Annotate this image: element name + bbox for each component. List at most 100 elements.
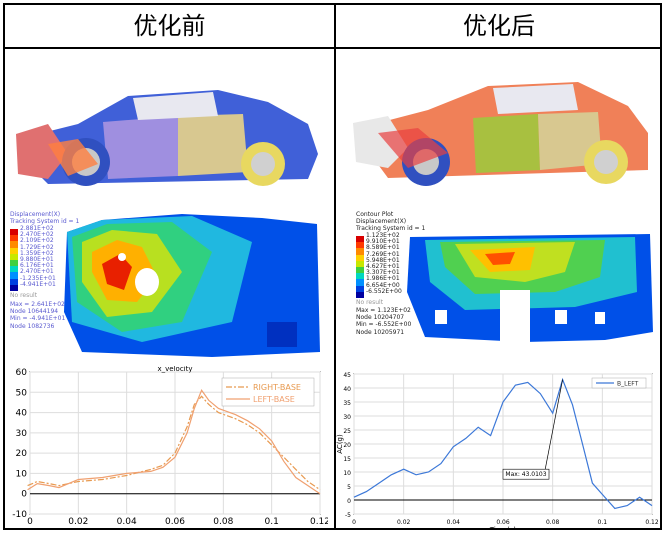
legend-level: -1.235E+01 — [20, 274, 56, 282]
y-tick-label: 10 — [16, 469, 28, 479]
left-no-result: No result — [10, 292, 38, 299]
y-tick-label: 30 — [16, 429, 28, 439]
colorbar-swatch — [10, 241, 18, 248]
legend-line: Tracking System id = 1 — [10, 218, 80, 226]
right-colorbar — [356, 236, 364, 298]
legend-footer-line: Min = -4.941E+01 — [10, 315, 66, 323]
x-tick-label: 0.08 — [546, 519, 560, 526]
colorbar-swatch — [10, 259, 18, 267]
x-tick-label: 0.1 — [598, 519, 608, 526]
x-tick-label: 0.02 — [397, 519, 411, 526]
y-tick-label: -10 — [12, 510, 27, 520]
x-tick-label: 0.06 — [165, 517, 185, 527]
y-tick-label: 0 — [347, 498, 351, 505]
legend-footer-line: Min = -6.552E+00 — [356, 321, 412, 329]
y-tick-label: -5 — [345, 512, 351, 519]
legend-entry: LEFT-BASE — [253, 395, 295, 404]
legend-level: 8.589E+01 — [366, 244, 400, 252]
x-tick-label: 0.12 — [310, 517, 328, 527]
legend-line: Contour Plot — [356, 211, 394, 218]
x-tick-label: 0.12 — [645, 519, 658, 526]
right-levels: 1.123E+02 9.910E+01 8.589E+01 7.269E+01 5.94… — [366, 232, 402, 295]
header-divider — [5, 47, 660, 49]
series-line — [353, 377, 653, 510]
y-tick-label: 0 — [21, 490, 27, 500]
legend-level: 6.176E+01 — [20, 262, 54, 270]
chart-title: x_velocity — [158, 366, 193, 373]
velocity-chart: 0 0.02 0.04 0.06 0.08 0.1 0.12-100102030405060… — [12, 366, 328, 527]
colorbar-swatch — [10, 272, 18, 279]
colorbar-swatch — [10, 229, 18, 236]
colorbar-swatch — [10, 284, 18, 291]
legend-footer-line: Node 10204707 — [356, 314, 405, 322]
y-tick-label: 5 — [347, 484, 351, 491]
legend-level: 5.948E+01 — [366, 256, 400, 264]
y-tick-label: 10 — [343, 470, 351, 477]
legend-level: 3.307E+01 — [366, 269, 400, 277]
annotation-text: Max: 43.0103 — [505, 471, 546, 478]
colorbar-swatch — [356, 248, 364, 255]
x-tick-label: 0.02 — [68, 517, 88, 527]
contour-plot-before — [64, 214, 320, 357]
right-legend: Contour Plot Displacement(X) Tracking Sy… — [356, 211, 425, 233]
car-model-after — [353, 82, 648, 186]
legend-line: Displacement(X) — [10, 211, 61, 218]
legend-level: 6.654E+00 — [366, 281, 400, 289]
colorbar-swatch — [10, 253, 18, 260]
x-tick-label: 0.04 — [447, 519, 461, 526]
y-tick-label: 15 — [343, 456, 351, 463]
left-levels: 2.881E+02 2.470E+02 2.109E+02 1.729E+02 1.35… — [20, 225, 56, 288]
x-tick-label: 0.06 — [496, 519, 510, 526]
y-axis-label: AC(g) — [336, 434, 344, 454]
colorbar-swatch — [356, 273, 364, 280]
legend-level: 2.881E+02 — [20, 225, 54, 232]
legend-footer-line: Max = 2.641E+02 — [10, 301, 65, 308]
colorbar-swatch — [10, 247, 18, 254]
legend-level: 2.470E+02 — [20, 231, 54, 239]
car-model-before — [16, 90, 318, 186]
x-tick-label: 0.1 — [265, 517, 279, 527]
legend-level: 7.269E+01 — [366, 250, 400, 258]
chart-legend — [591, 377, 647, 389]
legend-level: -6.552E+00 — [366, 287, 402, 295]
colorbar-swatch — [10, 266, 18, 273]
legend-entry: RIGHT-BASE — [253, 383, 301, 392]
colorbar-swatch — [356, 266, 364, 274]
legend-line: Displacement(X) — [356, 218, 407, 226]
legend-level: 4.627E+01 — [366, 262, 400, 270]
series-line — [27, 395, 321, 491]
x-tick-label: 0 — [27, 517, 33, 527]
annotation-box — [502, 468, 550, 480]
x-tick-label: 0.08 — [213, 517, 233, 527]
right-legend-footer: Max = 1.123E+02 Node 10204707 Min = -6.5… — [356, 307, 411, 336]
colorbar-swatch — [356, 236, 364, 243]
y-tick-label: 20 — [16, 449, 28, 459]
colorbar-swatch — [356, 242, 364, 249]
legend-footer-line: Node 1082736 — [10, 322, 55, 330]
contour-plot-after — [407, 234, 653, 345]
y-tick-label: 20 — [343, 442, 351, 449]
colorbar-swatch — [356, 260, 364, 267]
legend-level: 2.109E+02 — [20, 237, 54, 245]
legend-footer-line: Max = 1.123E+02 — [356, 307, 411, 314]
column-divider — [334, 5, 336, 528]
annotation-leader — [544, 379, 563, 470]
colorbar-swatch — [356, 279, 364, 286]
comparison-table: 优化前 优化后 — [3, 3, 662, 530]
y-tick-label: 25 — [343, 428, 351, 435]
y-tick-label: 30 — [343, 414, 351, 421]
colorbar-swatch — [10, 278, 18, 285]
colorbar-swatch — [10, 235, 18, 242]
after-header: 优化后 — [463, 12, 535, 40]
legend-level: 9.880E+01 — [20, 255, 54, 263]
y-tick-label: 45 — [343, 372, 351, 379]
x-tick-label: 0.04 — [117, 517, 137, 527]
left-legend: Displacement(X) Tracking System id = 1 — [10, 211, 79, 225]
legend-level: 9.910E+01 — [366, 238, 400, 246]
colorbar-swatch — [356, 285, 364, 292]
legend-footer-line: Node 10644194 — [10, 308, 59, 316]
series-line — [27, 389, 321, 495]
x-tick-label: 0 — [352, 519, 356, 526]
legend-footer-line: Node 10205971 — [356, 328, 405, 336]
colorbar-swatch — [356, 291, 364, 298]
